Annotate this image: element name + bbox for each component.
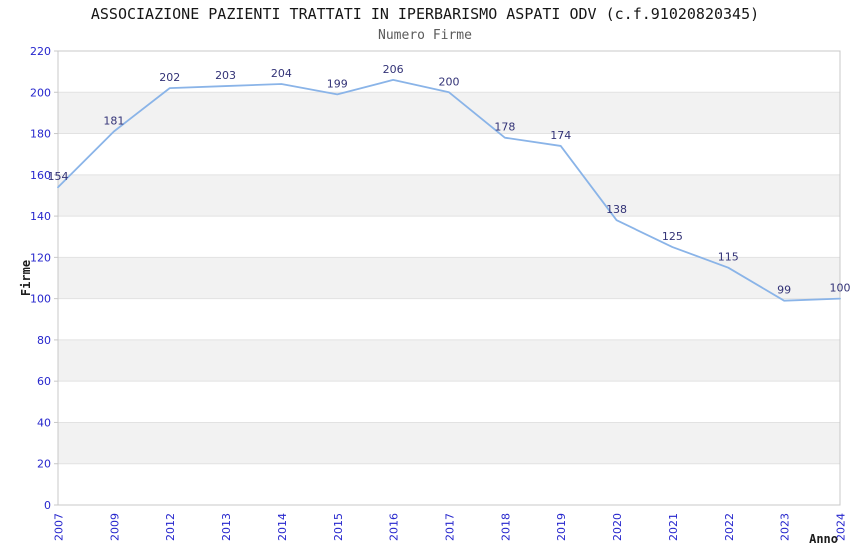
x-tick-label: 2023: [779, 513, 792, 541]
x-tick-label: 2024: [835, 513, 848, 541]
plot-band: [58, 257, 840, 299]
x-axis-title: Anno: [809, 532, 838, 546]
y-tick-label: 180: [30, 128, 51, 141]
y-tick-label: 80: [37, 334, 51, 347]
plot-band: [58, 174, 840, 217]
data-point-label: 174: [550, 129, 571, 142]
data-point-label: 202: [159, 71, 180, 84]
x-tick-label: 2007: [53, 513, 66, 541]
x-tick-label: 2017: [444, 513, 457, 541]
x-tick-label: 2020: [611, 513, 624, 541]
plot-band: [58, 339, 840, 382]
y-tick-label: 220: [30, 45, 51, 58]
chart-subtitle: Numero Firme: [378, 28, 472, 43]
data-point-label: 203: [215, 69, 236, 82]
x-tick-label: 2016: [388, 513, 401, 541]
plot-border: [57, 50, 841, 506]
y-tick-label: 160: [30, 169, 51, 182]
data-point-label: 181: [103, 114, 124, 127]
plot-band: [58, 422, 840, 464]
data-point-label: 200: [439, 75, 460, 88]
y-tick-label: 40: [37, 416, 51, 429]
x-tick-label: 2018: [499, 513, 512, 541]
x-tick-label: 2012: [164, 513, 177, 541]
y-tick-label: 120: [30, 251, 51, 264]
data-point-label: 115: [718, 251, 739, 264]
x-tick-label: 2015: [332, 513, 345, 541]
data-point-label: 125: [662, 230, 683, 243]
data-point-label: 154: [48, 170, 69, 183]
y-tick-label: 140: [30, 210, 51, 223]
x-tick-label: 2021: [667, 513, 680, 541]
y-axis-title: Firme: [19, 260, 33, 296]
data-line: [57, 78, 841, 302]
x-tick-label: 2014: [276, 513, 289, 541]
data-point-label: 138: [606, 203, 627, 216]
chart-title: ASSOCIAZIONE PAZIENTI TRATTATI IN IPERBA…: [90, 5, 760, 23]
data-point-label: 99: [777, 284, 791, 297]
x-tick-label: 2022: [723, 513, 736, 541]
data-point-label: 199: [327, 77, 348, 90]
y-tick-label: 60: [37, 375, 51, 388]
y-tick-label: 100: [30, 293, 51, 306]
data-point-label: 178: [494, 121, 515, 134]
y-tick-label: 200: [30, 86, 51, 99]
x-tick-label: 2009: [108, 513, 121, 541]
data-point-label: 204: [271, 67, 292, 80]
x-tick-label: 2019: [555, 513, 568, 541]
data-point-label: 100: [830, 282, 850, 295]
data-point-label: 206: [383, 63, 404, 76]
plot-band: [58, 92, 840, 134]
y-tick-label: 20: [37, 458, 51, 471]
x-tick-label: 2013: [220, 513, 233, 541]
y-tick-label: 0: [44, 499, 51, 512]
